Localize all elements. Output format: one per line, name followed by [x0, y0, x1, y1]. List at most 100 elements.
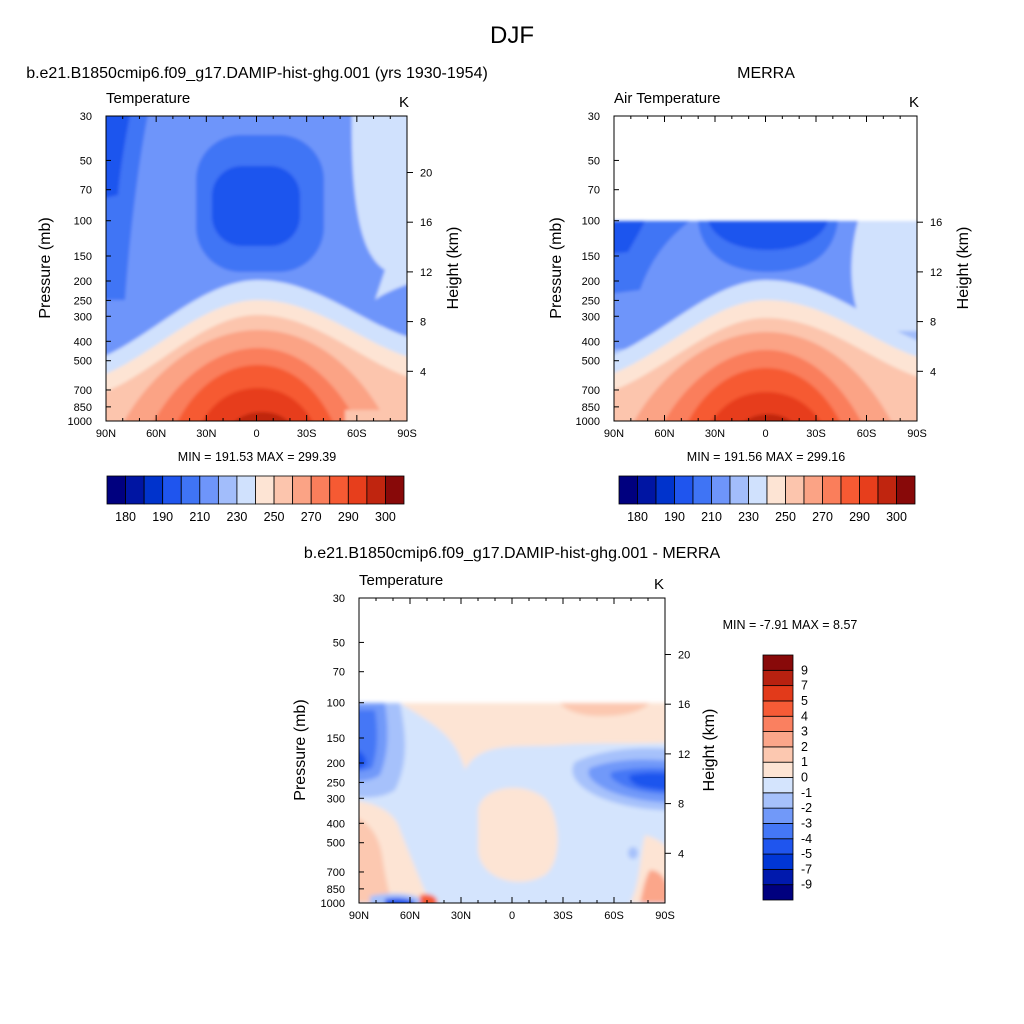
- contour-band: [640, 870, 665, 903]
- x-tick-label: 90N: [96, 428, 116, 440]
- x-tick-label: 60S: [857, 428, 877, 440]
- colorbar-swatch: [729, 475, 749, 505]
- pressure-tick-label: 200: [74, 276, 92, 288]
- x-tick-label: 90N: [604, 428, 624, 440]
- y-axis-label: Pressure (mb): [548, 217, 565, 318]
- colorbar-swatch: [106, 475, 126, 505]
- panel-merra: MERRA Air Temperature K: [548, 65, 972, 524]
- colorbar-swatch: [292, 475, 312, 505]
- pressure-tick-label: 300: [582, 311, 600, 323]
- contour-band: [400, 703, 665, 770]
- colorbar-label: 270: [301, 510, 322, 524]
- colorbar-swatch: [162, 475, 182, 505]
- variable-label: Air Temperature: [614, 90, 720, 107]
- colorbar-swatch: [766, 475, 786, 505]
- colorbar-swatch: [840, 475, 860, 505]
- pressure-tick-label: 70: [333, 667, 345, 679]
- x-axis: 90N 60N 30N 0 30S 60S 90S: [604, 116, 927, 440]
- pressure-tick-label: 30: [333, 593, 345, 605]
- colorbar-swatch: [762, 715, 794, 732]
- pressure-tick-label: 300: [327, 793, 345, 805]
- colorbar-label: -4: [801, 832, 812, 846]
- colorbar-label: -9: [801, 878, 812, 892]
- colorbar-swatch: [125, 475, 145, 505]
- panel-model: b.e21.B1850cmip6.f09_g17.DAMIP-hist-ghg.…: [26, 65, 488, 524]
- colorbar-label: 300: [886, 510, 907, 524]
- colorbar-label: 190: [664, 510, 685, 524]
- colorbar-label: 5: [801, 694, 808, 708]
- colorbar-label: 7: [801, 679, 808, 693]
- pressure-tick-label: 70: [588, 185, 600, 197]
- colorbar-swatch: [273, 475, 294, 505]
- x-tick-label: 60S: [604, 910, 624, 922]
- contour-band: [628, 847, 638, 859]
- x-tick-label: 0: [762, 428, 768, 440]
- height-tick-label: 12: [678, 749, 690, 761]
- x-tick-label: 0: [509, 910, 515, 922]
- contour-band: [711, 392, 821, 421]
- pressure-tick-label: 200: [582, 276, 600, 288]
- x-tick-label: 30S: [297, 428, 317, 440]
- colorbar-swatch: [199, 475, 219, 505]
- contour-field: [359, 598, 665, 903]
- colorbar-swatch: [803, 475, 823, 505]
- colorbar-swatch: [692, 475, 712, 505]
- colorbar-swatch: [637, 475, 657, 505]
- pressure-tick-label: 400: [582, 336, 600, 348]
- colorbar-label: 230: [738, 510, 759, 524]
- contour-band: [745, 414, 791, 421]
- y2-axis-label: Height (km): [955, 227, 972, 310]
- colorbar-swatch: [762, 731, 794, 748]
- min-max-stats: MIN = -7.91 MAX = 8.57: [723, 618, 858, 632]
- x-tick-label: 30N: [451, 910, 471, 922]
- x-tick-label: 60N: [654, 428, 674, 440]
- colorbar-swatch: [762, 700, 794, 717]
- colorbar-swatch: [762, 654, 794, 671]
- pressure-tick-label: 300: [74, 311, 92, 323]
- pressure-tick-label: 700: [327, 867, 345, 879]
- colorbar-label: 190: [152, 510, 173, 524]
- colorbar-label: 300: [375, 510, 396, 524]
- colorbar-swatch: [255, 475, 275, 505]
- y2-axis-label: Height (km): [701, 709, 718, 792]
- colorbar-label: -1: [801, 786, 812, 800]
- colorbar-label: 180: [627, 510, 648, 524]
- pressure-tick-label: 1000: [576, 416, 600, 428]
- height-tick-label: 16: [930, 217, 942, 229]
- contour-band: [106, 116, 130, 198]
- pressure-tick-label: 400: [74, 336, 92, 348]
- pressure-tick-label: 400: [327, 818, 345, 830]
- pressure-tick-label: 500: [582, 356, 600, 368]
- pressure-tick-label: 500: [74, 356, 92, 368]
- colorbar-label: 1: [801, 755, 808, 769]
- colorbar-swatch: [180, 475, 201, 505]
- pressure-tick-label: 250: [327, 777, 345, 789]
- x-tick-label: 0: [253, 428, 259, 440]
- x-tick-label: 30S: [806, 428, 826, 440]
- pressure-tick-label: 70: [80, 185, 92, 197]
- pressure-tick-label: 30: [80, 111, 92, 123]
- figure-title: DJF: [490, 22, 534, 49]
- y2-axis-label: Height (km): [445, 227, 462, 310]
- colorbar-label: 4: [801, 709, 808, 723]
- panel-title: b.e21.B1850cmip6.f09_g17.DAMIP-hist-ghg.…: [304, 545, 721, 562]
- pressure-tick-label: 100: [327, 698, 345, 710]
- x-tick-label: 90S: [655, 910, 675, 922]
- pressure-tick-label: 850: [327, 884, 345, 896]
- pressure-tick-label: 850: [74, 402, 92, 414]
- height-tick-label: 12: [420, 267, 432, 279]
- pressure-tick-label: 1000: [68, 416, 92, 428]
- colorbar-label: 290: [849, 510, 870, 524]
- y-axis-label: Pressure (mb): [37, 217, 54, 318]
- height-axis: 4 8 12 16: [917, 217, 942, 378]
- colorbar-swatch: [896, 475, 916, 505]
- colorbar-label: 250: [775, 510, 796, 524]
- colorbar-label: -3: [801, 816, 812, 830]
- colorbar-label: 250: [264, 510, 285, 524]
- panel-title: b.e21.B1850cmip6.f09_g17.DAMIP-hist-ghg.…: [26, 65, 488, 82]
- units-label: K: [654, 576, 664, 593]
- pressure-axis: 30 50 70 100 150 200 250 300 400 500 700 850 1000: [576, 111, 619, 428]
- colorbar-swatch: [748, 475, 768, 505]
- pressure-tick-label: 700: [74, 385, 92, 397]
- colorbar-swatch: [674, 475, 694, 505]
